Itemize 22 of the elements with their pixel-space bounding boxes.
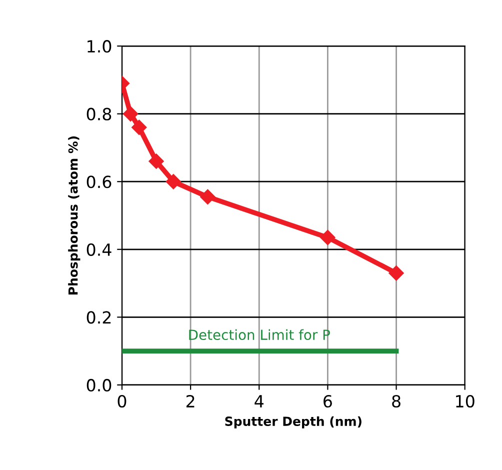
y-axis-title: Phosphorous (atom %) — [68, 136, 80, 294]
y-tick-label: 0.0 — [86, 378, 112, 392]
y-tick-label: 0.8 — [86, 108, 112, 120]
point — [148, 154, 164, 169]
point — [200, 189, 216, 204]
x-tick-label: 10 — [456, 394, 474, 408]
x-tick-label: 6 — [324, 394, 332, 408]
point — [388, 266, 404, 281]
y-tick-label: 0.4 — [86, 243, 112, 256]
x-tick-label: 8 — [392, 394, 400, 408]
y-tick-label: 0.6 — [86, 176, 112, 188]
x-tick-label: 0 — [118, 394, 126, 408]
y-tick-label: 0.2 — [86, 311, 111, 324]
y-tick-label: 1.0 — [88, 40, 112, 53]
x-tick-label: 4 — [254, 395, 264, 408]
x-tick-label: 2 — [186, 394, 194, 408]
point — [132, 120, 147, 135]
point — [320, 230, 336, 246]
point — [122, 106, 138, 122]
point — [166, 174, 181, 190]
annotation: Detection Limit for P — [189, 329, 330, 340]
x-axis-title: Sputter Depth (nm) — [225, 416, 362, 428]
